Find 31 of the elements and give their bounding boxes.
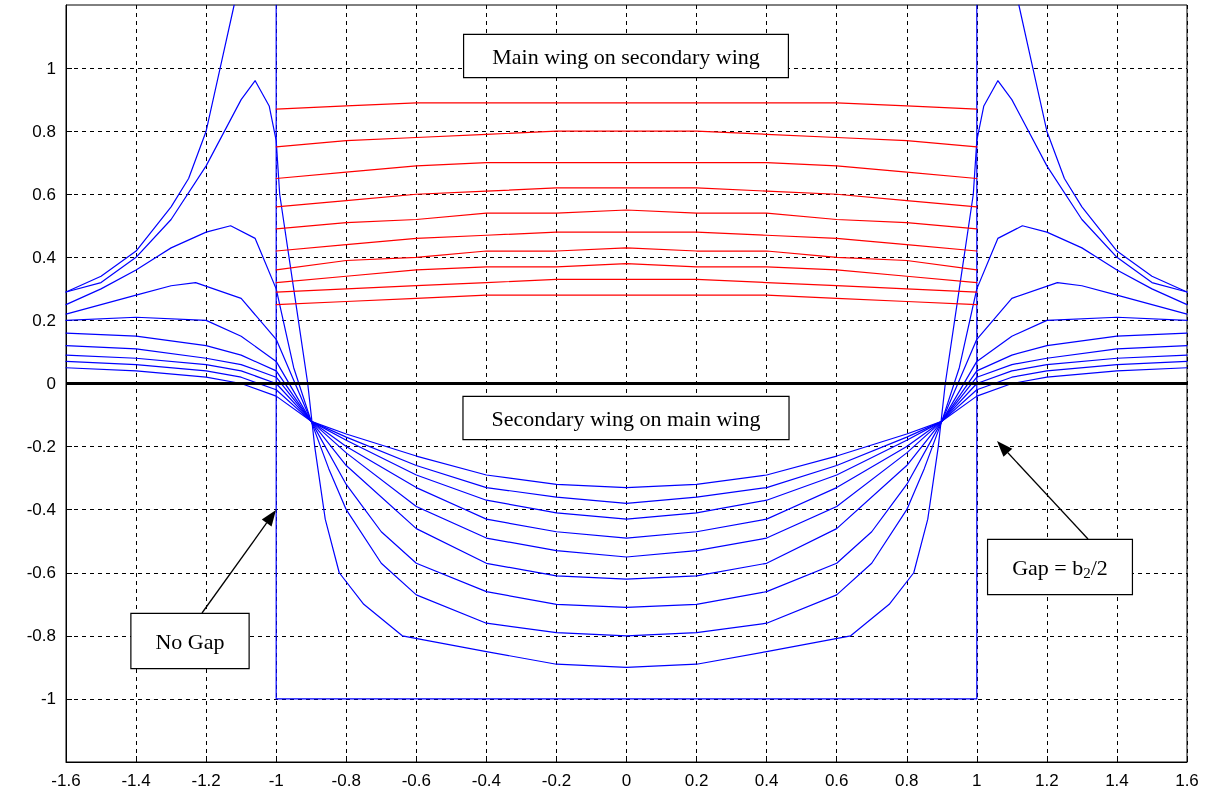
y-tick-label: -1 <box>40 689 56 709</box>
x-tick-label: -1.4 <box>121 771 151 790</box>
y-tick-label: -0.8 <box>26 626 56 646</box>
x-tick-label: 0.2 <box>684 771 709 790</box>
x-tick-label: 0.6 <box>824 771 849 790</box>
x-tick-label: 1.2 <box>1035 771 1059 790</box>
y-tick-label: -0.2 <box>26 437 56 457</box>
y-tick-label: 0 <box>46 374 56 393</box>
x-tick-label: 1.4 <box>1105 771 1129 790</box>
y-tick-label: 1 <box>46 58 56 78</box>
x-tick-label: 0 <box>621 771 632 790</box>
annotation: Main wing on secondary wing <box>492 43 760 69</box>
y-tick-label: 0.6 <box>32 184 56 204</box>
x-tick-label: -1.2 <box>191 771 221 790</box>
x-tick-label: -0.8 <box>331 771 361 790</box>
x-tick-label: 1 <box>972 771 982 790</box>
x-tick-label: -1 <box>268 771 284 790</box>
annotation: No Gap <box>155 628 225 654</box>
x-tick-label: 0.4 <box>754 771 779 790</box>
y-tick-label: -0.6 <box>26 563 56 583</box>
x-tick-label: -1.6 <box>51 771 81 790</box>
y-tick-label: 0.4 <box>32 247 56 267</box>
x-tick-label: 1.6 <box>1175 771 1199 790</box>
x-tick-label: -0.4 <box>471 771 502 790</box>
y-tick-label: -0.4 <box>26 500 56 520</box>
annotation: Secondary wing on main wing <box>491 405 761 431</box>
y-tick-label: 0.2 <box>32 310 56 330</box>
y-tick-label: 0.8 <box>32 121 56 141</box>
x-tick-label: 0.8 <box>894 771 919 790</box>
x-tick-label: -0.6 <box>401 771 431 790</box>
x-tick-label: -0.2 <box>541 771 572 790</box>
